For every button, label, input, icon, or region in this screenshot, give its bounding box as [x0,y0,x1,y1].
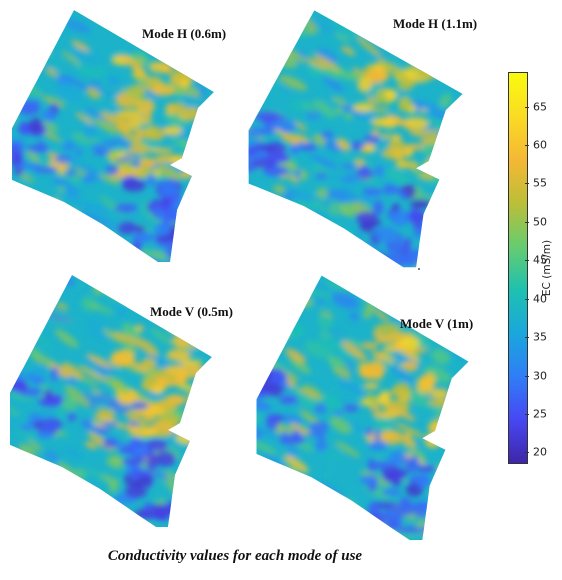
conductivity-map-h-1-1m [248,10,463,268]
stray-dot [418,268,420,270]
conductivity-map-v-0-5m [10,275,212,527]
colorbar [508,72,528,464]
colorbar-tick-mark [525,260,529,262]
colorbar-tick-mark [525,183,529,185]
colorbar-tick-mark [525,452,529,454]
colorbar-tick-label: 20 [533,445,547,459]
colorbar-tick-label: 50 [533,215,547,229]
colorbar-tick-label: 60 [533,138,547,152]
panel-label-mode-v-0-5m: Mode V (0.5m) [150,304,233,319]
colorbar-tick-label: 35 [533,330,547,344]
colorbar-tick-label: 65 [533,100,547,114]
colorbar-label: EC (mS/m) [541,239,553,297]
colorbar-tick-mark [525,337,529,339]
conductivity-map-h-0-6m [12,10,214,262]
colorbar-tick-label: 55 [533,176,547,190]
colorbar-tick-mark [525,145,529,147]
colorbar-tick-label: 30 [533,369,547,383]
panel-label-mode-h-0-6m: Mode H (0.6m) [142,26,227,41]
colorbar-tick-mark [525,414,529,416]
colorbar-tick-label: 25 [533,407,547,421]
colorbar-tick-label: 40 [533,292,547,306]
panel-label-mode-h-1-1m: Mode H (1.1m) [393,16,478,31]
figure-caption: Conductivity values for each mode of use [107,548,363,564]
conductivity-map-v-1m [256,275,469,541]
colorbar-tick-label: 45 [533,253,547,267]
colorbar-tick-mark [525,106,529,108]
panel-label-mode-v-1m: Mode V (1m) [400,316,474,331]
colorbar-tick-mark [525,375,529,377]
colorbar-tick-mark [525,221,529,223]
colorbar-tick-mark [525,298,529,300]
